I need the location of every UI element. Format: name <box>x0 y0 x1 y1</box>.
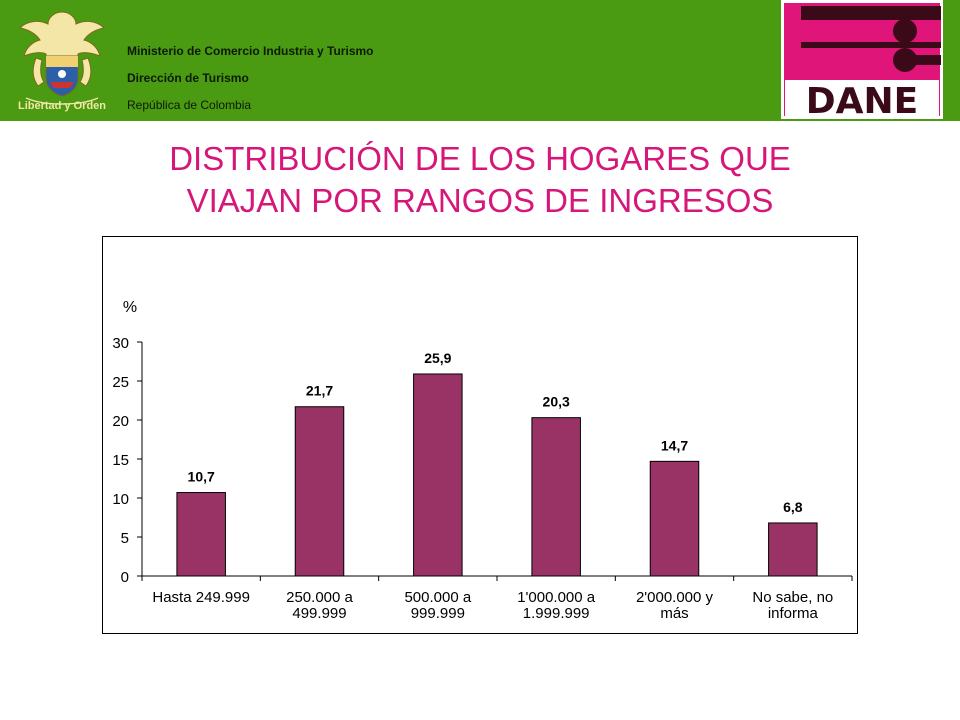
x-tick-label-line: 1'000.000 a <box>517 589 596 606</box>
y-tick-label: 25 <box>112 374 129 391</box>
data-label: 20,3 <box>543 394 570 410</box>
republic-name: República de Colombia <box>127 98 252 112</box>
data-label: 25,9 <box>424 350 451 366</box>
y-tick-label: 30 <box>112 335 129 352</box>
coat-of-arms-icon <box>18 11 106 105</box>
x-tick-label-line: Hasta 249.999 <box>152 589 250 606</box>
x-tick-label: 250.000 a 499.999 <box>286 589 353 622</box>
y-axis-label: % <box>123 299 137 316</box>
x-tick-label-line: más <box>660 605 688 622</box>
x-tick-label-line: 999.999 <box>411 605 465 622</box>
x-tick-label-line: 500.000 a <box>404 589 471 606</box>
bar <box>531 417 581 577</box>
x-tick-label-line: 499.999 <box>292 605 346 622</box>
x-tick-label-line: No sabe, no <box>752 589 833 606</box>
dane-logo-icon: DANE <box>781 0 943 119</box>
x-tick-label-line: 2'000.000 y <box>636 589 714 606</box>
bar <box>649 460 700 577</box>
x-tick-label: Hasta 249.999 <box>152 589 250 606</box>
x-tick-label: 1'000.000 a 1.999.999 <box>517 589 596 622</box>
y-tick-label: 15 <box>112 452 129 469</box>
chart-frame <box>102 236 858 634</box>
title-line-2: VIAJAN POR RANGOS DE INGRESOS <box>186 182 774 219</box>
page-title: DISTRIBUCIÓN DE LOS HOGARES QUE VIAJAN P… <box>0 138 960 222</box>
x-tick-label: 500.000 a 999.999 <box>404 589 471 622</box>
x-tick-label-line: informa <box>768 605 819 622</box>
bar <box>294 406 345 577</box>
seal-motto-text: Libertad y Orden <box>18 100 106 112</box>
y-tick-label: 5 <box>121 530 129 547</box>
direction-name: Dirección de Turismo <box>127 71 249 85</box>
x-tick-label-line: 1.999.999 <box>523 605 590 622</box>
data-label: 10,7 <box>188 469 215 485</box>
data-label: 6,8 <box>783 499 803 515</box>
header-banner: Libertad y Orden Ministerio de Comercio … <box>0 0 960 121</box>
ministry-block: Ministerio de Comercio Industria y Turis… <box>127 38 374 119</box>
data-label: 14,7 <box>661 437 688 453</box>
title-line-1: DISTRIBUCIÓN DE LOS HOGARES QUE <box>169 140 791 177</box>
ministry-name: Ministerio de Comercio Industria y Turis… <box>127 44 374 58</box>
bar <box>413 373 463 577</box>
data-label: 21,7 <box>306 383 333 399</box>
x-tick-label-line: 250.000 a <box>286 589 353 606</box>
bar <box>176 492 226 577</box>
bar-chart: % 0 5 10 15 20 25 30 10,7 Hasta 249.999 21,7 250.0… <box>102 236 858 634</box>
x-tick-label: No sabe, no informa <box>752 589 833 622</box>
seal-motto: Libertad y Orden <box>18 100 106 112</box>
y-tick-label: 20 <box>112 413 129 430</box>
bar <box>768 522 818 577</box>
y-tick-label: 0 <box>121 569 129 586</box>
y-tick-label: 10 <box>112 491 129 508</box>
x-tick-label: 2'000.000 y más <box>636 589 714 622</box>
dane-logo-text: DANE <box>806 81 918 119</box>
